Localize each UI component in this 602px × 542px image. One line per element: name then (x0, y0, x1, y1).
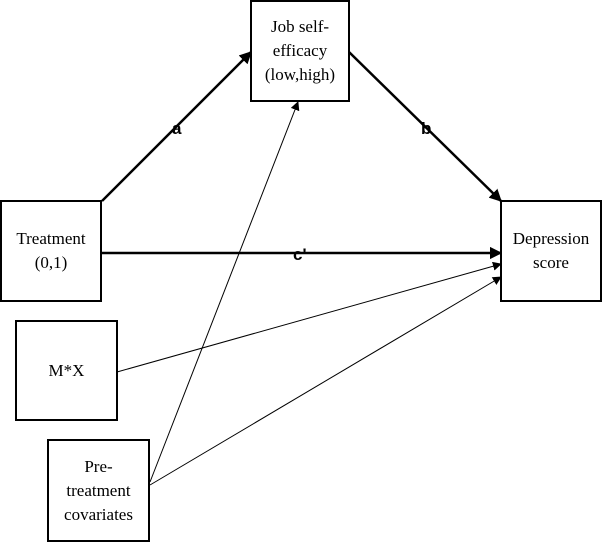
path-a-label: a (172, 119, 182, 138)
path-b-label: b (421, 119, 431, 138)
outcome-node: Depression score (500, 200, 602, 302)
path-c-prime-label: c' (293, 245, 307, 264)
path-a-arrow (101, 51, 252, 202)
interaction-to-outcome-arrow (116, 261, 502, 373)
covariates-to-outcome-arrow (149, 276, 502, 486)
interaction-node: M*X (15, 320, 118, 421)
covariates-to-mediator-arrow (149, 101, 300, 483)
treatment-node: Treatment (0,1) (0, 200, 102, 302)
path-b-arrow (348, 51, 502, 202)
covariates-node: Pre- treatment covariates (47, 439, 150, 542)
mediator-node: Job self- efficacy (low,high) (250, 0, 350, 102)
